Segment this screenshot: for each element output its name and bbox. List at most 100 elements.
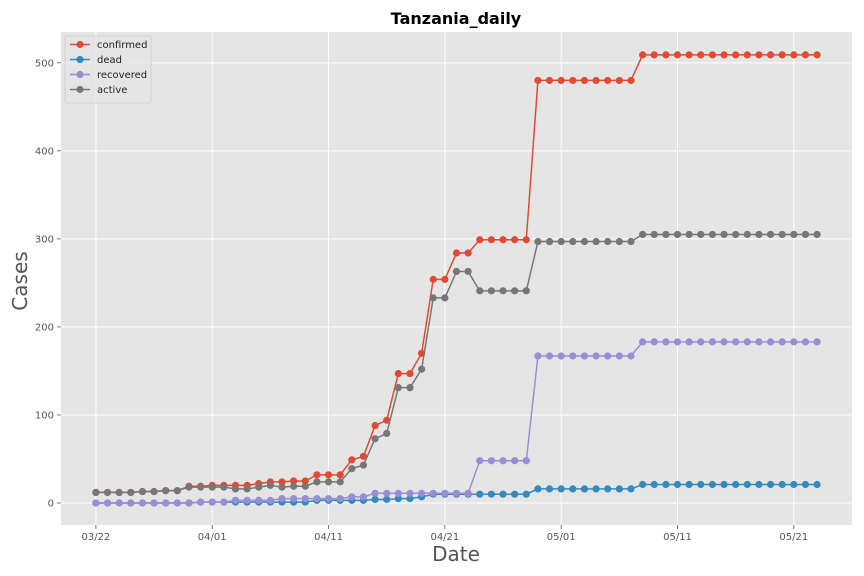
legend-item-confirmed: confirmed	[70, 40, 147, 51]
data-point-active	[732, 230, 740, 239]
data-point-recovered	[662, 338, 670, 346]
legend: confirmed dead recovered active	[64, 35, 152, 104]
legend-frame	[64, 35, 152, 104]
data-point-dead	[604, 485, 612, 493]
legend-swatch-marker	[76, 85, 84, 94]
data-point-dead	[790, 480, 798, 489]
data-point-active	[545, 237, 554, 246]
data-point-active	[813, 230, 821, 239]
data-point-recovered	[418, 489, 426, 497]
legend-label: confirmed	[97, 40, 147, 51]
series-recovered	[92, 338, 821, 507]
data-point-active	[534, 237, 542, 246]
data-point-active	[801, 230, 810, 239]
data-point-confirmed	[313, 471, 321, 479]
data-point-confirmed	[406, 369, 414, 378]
data-point-confirmed	[673, 51, 682, 59]
data-point-active	[511, 287, 519, 295]
data-point-confirmed	[813, 51, 821, 59]
data-point-recovered	[697, 338, 705, 346]
data-point-recovered	[755, 338, 763, 346]
data-point-active	[441, 294, 449, 302]
data-point-dead	[394, 494, 402, 503]
data-point-dead	[557, 485, 565, 493]
data-point-recovered	[732, 338, 740, 346]
data-point-confirmed	[487, 236, 495, 244]
data-point-active	[92, 488, 100, 497]
data-point-active	[336, 478, 344, 486]
data-point-confirmed	[615, 76, 623, 85]
legend-label: active	[97, 85, 127, 96]
y-tick-label: 300	[35, 234, 54, 245]
data-point-confirmed	[627, 76, 635, 85]
data-point-recovered	[173, 499, 181, 507]
data-point-recovered	[511, 457, 519, 465]
data-point-confirmed	[569, 76, 577, 85]
data-point-recovered	[150, 499, 158, 507]
data-point-dead	[383, 495, 391, 504]
data-point-confirmed	[755, 51, 763, 59]
x-tick-label: 05/11	[663, 532, 692, 543]
data-point-dead	[627, 485, 635, 493]
data-point-active	[557, 237, 565, 246]
data-point-recovered	[138, 499, 147, 507]
legend-label: recovered	[97, 70, 147, 81]
data-point-confirmed	[790, 51, 798, 59]
data-point-active	[639, 230, 647, 239]
data-point-dead	[732, 480, 740, 489]
data-point-confirmed	[766, 51, 775, 59]
data-point-recovered	[220, 498, 228, 506]
data-point-confirmed	[662, 51, 670, 59]
data-point-active	[685, 230, 693, 239]
data-point-recovered	[487, 457, 495, 465]
data-point-active	[592, 237, 600, 246]
data-point-dead	[371, 495, 379, 504]
y-tick-label: 100	[35, 410, 54, 421]
data-point-recovered	[673, 338, 682, 346]
data-point-recovered	[743, 338, 751, 346]
data-point-dead	[697, 480, 705, 489]
data-point-active	[173, 487, 181, 495]
data-point-dead	[743, 480, 751, 489]
data-point-active	[708, 230, 717, 239]
data-point-dead	[650, 480, 658, 489]
data-point-active	[196, 483, 205, 491]
data-point-dead	[801, 480, 810, 489]
data-point-dead	[569, 485, 577, 493]
data-point-recovered	[650, 338, 658, 346]
data-point-dead	[522, 490, 530, 498]
data-point-recovered	[92, 499, 100, 507]
data-point-recovered	[278, 494, 286, 503]
data-point-recovered	[499, 457, 507, 465]
data-point-confirmed	[557, 76, 565, 85]
data-point-active	[464, 267, 472, 276]
data-point-dead	[813, 480, 821, 489]
data-point-active	[371, 435, 379, 443]
data-point-recovered	[778, 338, 786, 346]
data-point-confirmed	[336, 471, 344, 479]
data-point-dead	[639, 480, 647, 489]
data-point-active	[743, 230, 751, 239]
data-point-recovered	[569, 352, 577, 360]
data-point-recovered	[522, 457, 530, 465]
data-point-recovered	[813, 338, 821, 346]
data-point-confirmed	[371, 421, 379, 430]
data-point-confirmed	[301, 477, 309, 485]
data-point-confirmed	[732, 51, 740, 59]
data-point-confirmed	[778, 51, 786, 59]
data-point-recovered	[476, 457, 484, 465]
data-point-active	[162, 487, 170, 495]
x-tick-label: 05/01	[547, 532, 576, 543]
data-point-active	[324, 478, 333, 486]
data-point-recovered	[196, 498, 205, 506]
x-tick-label: 04/01	[198, 532, 227, 543]
data-point-confirmed	[604, 76, 612, 85]
data-point-confirmed	[697, 51, 705, 59]
data-point-recovered	[429, 489, 437, 497]
data-point-active	[697, 230, 705, 239]
data-point-active	[650, 230, 658, 239]
data-point-recovered	[639, 338, 647, 346]
data-point-confirmed	[359, 452, 368, 460]
data-point-active	[115, 488, 123, 497]
data-point-confirmed	[348, 456, 356, 464]
